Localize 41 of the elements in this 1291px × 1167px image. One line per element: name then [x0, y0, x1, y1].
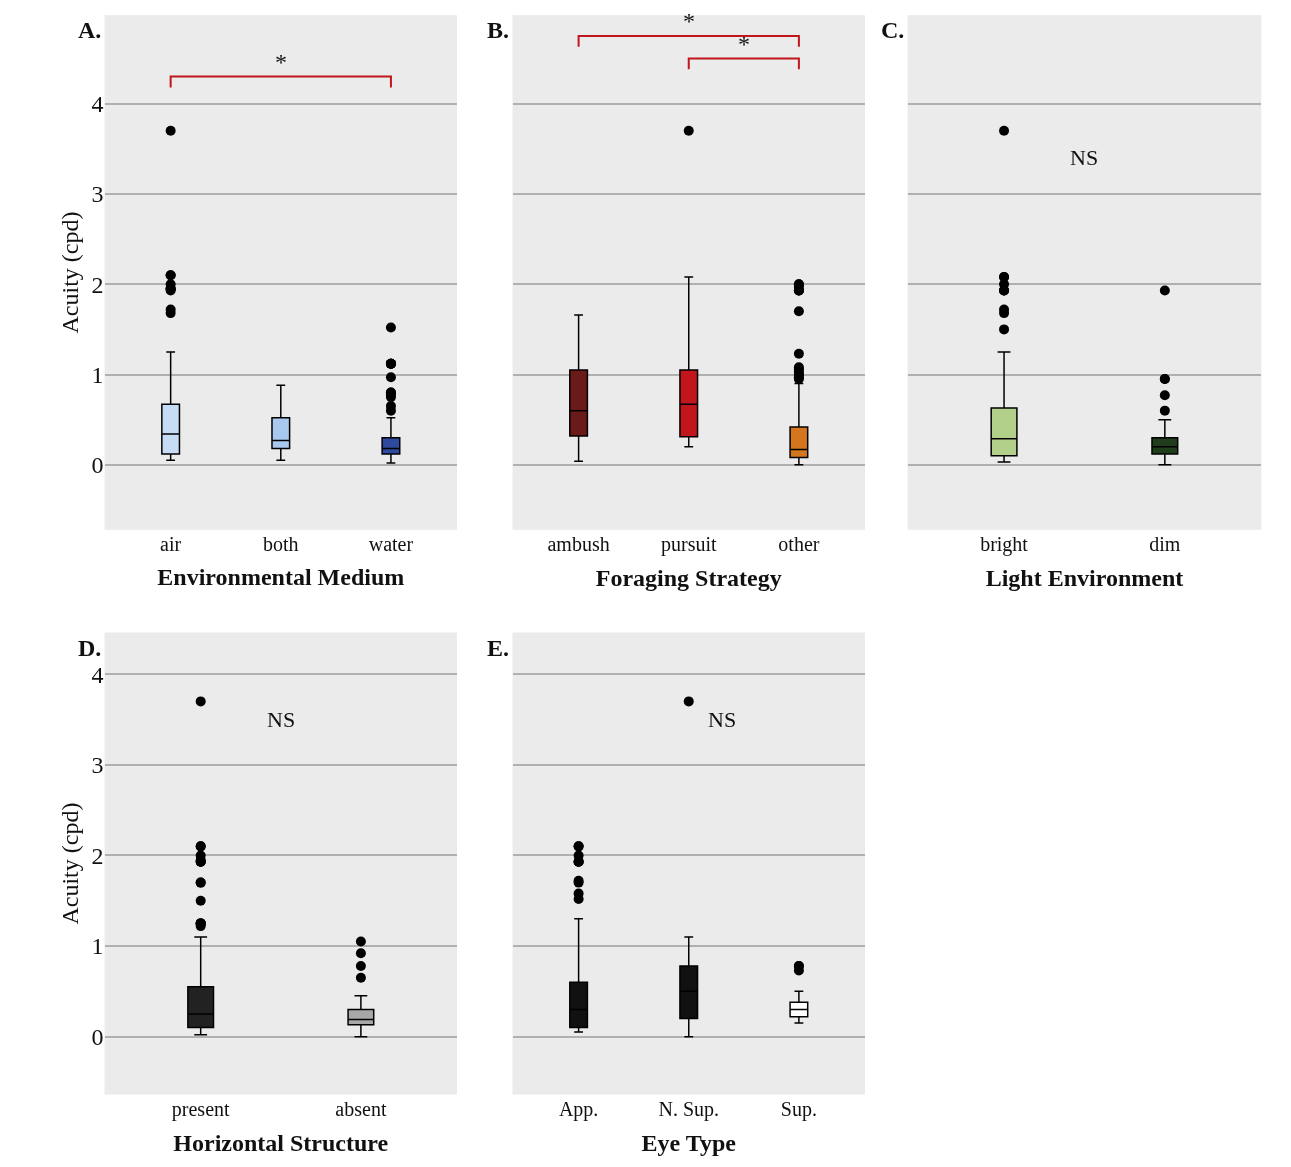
x-tick-label: dim: [1149, 532, 1181, 555]
annotation: NS: [267, 707, 296, 732]
y-tick-label: 3: [91, 752, 104, 779]
x-axis-title: Eye Type: [641, 1129, 737, 1156]
y-tick-label: 4: [91, 661, 104, 688]
x-axis-title: Environmental Medium: [157, 564, 405, 591]
y-tick-label: 0: [91, 452, 104, 479]
x-axis-title: Horizontal Structure: [173, 1129, 389, 1156]
y-tick-label: 4: [91, 91, 104, 118]
x-tick-label: N. Sup.: [658, 1097, 720, 1121]
x-tick-label: absent: [335, 1097, 387, 1120]
annotation: *: [738, 31, 750, 57]
y-tick-label: 1: [91, 361, 104, 388]
y-axis-title: Acuity (cpd): [56, 211, 83, 334]
x-tick-label: App.: [558, 1097, 599, 1121]
x-axis-title: Light Environment: [985, 565, 1184, 592]
y-tick-label: 1: [91, 933, 104, 960]
y-axis-title: Acuity (cpd): [56, 802, 83, 925]
annotation: *: [275, 49, 287, 75]
chart-title: D.: [78, 635, 102, 661]
annotation: *: [683, 8, 695, 34]
y-tick-label: 2: [91, 271, 104, 298]
x-tick-label: Sup.: [780, 1097, 817, 1121]
y-tick-label: 3: [91, 181, 104, 208]
y-tick-label: 0: [91, 1024, 104, 1051]
annotation: NS: [708, 707, 737, 732]
x-axis-title: Foraging Strategy: [595, 565, 782, 592]
y-tick-label: 2: [91, 842, 104, 869]
x-tick-label: bright: [980, 532, 1029, 556]
x-tick-label: pursuit: [660, 532, 717, 556]
x-tick-label: both: [263, 532, 299, 555]
chart-title: A.: [78, 17, 102, 43]
annotation: NS: [1070, 145, 1099, 170]
chart-title: E.: [487, 635, 510, 661]
x-tick-label: other: [778, 532, 820, 555]
x-tick-label: present: [171, 1097, 231, 1121]
x-tick-label: water: [368, 532, 414, 555]
chart-title: B.: [487, 17, 510, 43]
x-tick-label: ambush: [547, 532, 610, 555]
x-tick-label: air: [160, 532, 182, 555]
chart-title: C.: [881, 17, 905, 43]
